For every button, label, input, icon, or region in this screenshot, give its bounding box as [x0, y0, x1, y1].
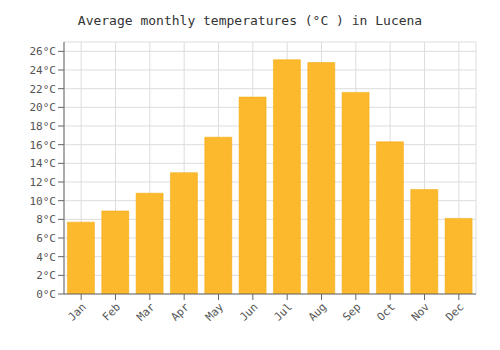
svg-text:Jan: Jan [66, 300, 89, 323]
svg-text:4°C: 4°C [36, 251, 56, 264]
svg-text:Jun: Jun [237, 300, 260, 323]
svg-text:Oct: Oct [375, 300, 398, 323]
svg-text:Aug: Aug [306, 300, 329, 323]
svg-text:22°C: 22°C [30, 83, 57, 96]
svg-text:26°C: 26°C [30, 45, 57, 58]
svg-text:8°C: 8°C [36, 213, 56, 226]
svg-text:12°C: 12°C [30, 176, 57, 189]
svg-text:6°C: 6°C [36, 232, 56, 245]
svg-text:Apr: Apr [169, 300, 193, 324]
svg-text:24°C: 24°C [30, 64, 57, 77]
svg-text:Mar: Mar [134, 300, 158, 324]
svg-text:Feb: Feb [100, 300, 123, 323]
svg-text:0°C: 0°C [36, 288, 56, 301]
svg-text:2°C: 2°C [36, 269, 56, 282]
svg-text:Sep: Sep [340, 300, 363, 323]
svg-text:Jul: Jul [272, 300, 295, 323]
svg-text:May: May [203, 300, 227, 324]
svg-text:Dec: Dec [443, 300, 466, 323]
svg-text:16°C: 16°C [30, 139, 57, 152]
svg-text:18°C: 18°C [30, 120, 57, 133]
svg-text:14°C: 14°C [30, 157, 57, 170]
html-text:Average monthly temperatures (: Average monthly temperatures (°C ) in Lu… [77, 13, 423, 28]
svg-text:Nov: Nov [409, 300, 433, 324]
svg-text:10°C: 10°C [30, 195, 57, 208]
svg-text:20°C: 20°C [30, 101, 57, 114]
